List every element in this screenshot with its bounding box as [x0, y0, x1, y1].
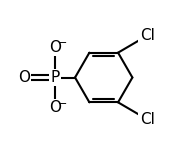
Text: O: O	[18, 70, 30, 85]
Text: −: −	[57, 38, 67, 48]
Text: Cl: Cl	[140, 112, 155, 127]
Text: O: O	[49, 40, 61, 55]
Text: P: P	[50, 70, 59, 85]
Text: Cl: Cl	[140, 28, 155, 43]
Text: −: −	[57, 99, 67, 109]
Text: O: O	[49, 100, 61, 115]
